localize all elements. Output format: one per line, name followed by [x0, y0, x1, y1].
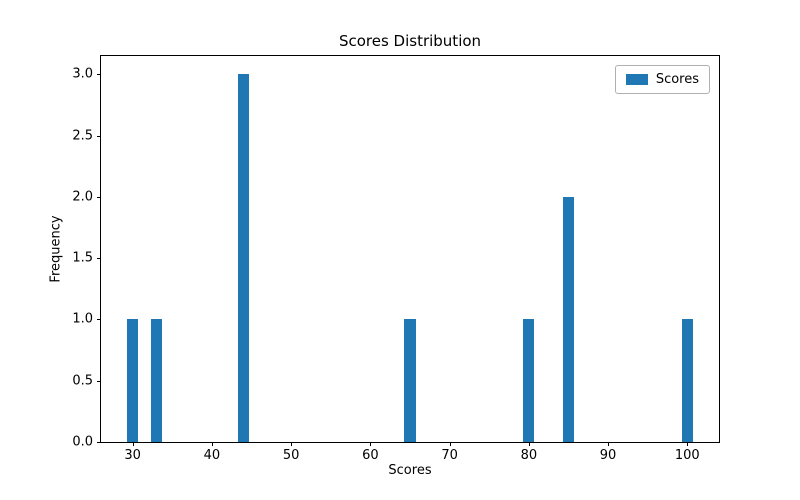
x-tick-mark [291, 442, 293, 446]
y-tick-mark [97, 442, 101, 443]
x-tick-mark [449, 442, 451, 446]
x-tick-mark [608, 442, 610, 446]
bar [238, 74, 250, 442]
x-tick-label: 90 [599, 448, 617, 463]
y-tick-mark [97, 135, 101, 137]
y-tick-label: 2.0 [72, 189, 93, 205]
bar [681, 319, 693, 442]
x-tick-mark [687, 442, 689, 446]
y-tick-mark [97, 196, 101, 198]
chart-title: Scores Distribution [338, 32, 482, 50]
x-tick-mark [211, 442, 213, 446]
plot-area: Scores 30 40 50 60 70 80 90 100 0.0 0.5 1.0 1.5 2.0 2… [72, 55, 720, 462]
y-axis-label: Frequency [48, 215, 64, 283]
bar [150, 319, 162, 442]
y-tick-label: 3.0 [72, 66, 93, 82]
legend-label: Scores [655, 72, 699, 87]
x-tick-mark [132, 442, 134, 446]
bar [127, 319, 139, 442]
x-tick-label: 100 [674, 448, 700, 463]
y-tick-mark [97, 380, 101, 382]
legend-swatch [625, 74, 648, 85]
y-tick-mark [97, 258, 101, 260]
x-tick-mark [528, 442, 530, 446]
x-tick-label: 30 [124, 448, 141, 463]
x-tick-mark [370, 442, 372, 446]
y-tick-label: 1.0 [72, 311, 93, 327]
bar [404, 319, 416, 442]
y-tick-label: 0.5 [72, 373, 93, 389]
x-tick-label: 70 [441, 448, 458, 463]
x-tick-label: 60 [362, 448, 379, 463]
y-tick-label: 0.0 [72, 434, 93, 450]
bar [523, 319, 535, 442]
bar [562, 196, 574, 442]
x-axis-label: Scores [388, 463, 432, 478]
legend: Scores [614, 65, 710, 94]
x-tick-label: 40 [203, 448, 221, 463]
x-tick-label: 80 [520, 448, 538, 463]
y-tick-mark [97, 74, 101, 76]
y-tick-label: 2.5 [72, 128, 93, 144]
x-tick-label: 50 [282, 448, 300, 463]
y-tick-mark [97, 319, 101, 321]
y-tick-label: 1.5 [72, 250, 93, 266]
